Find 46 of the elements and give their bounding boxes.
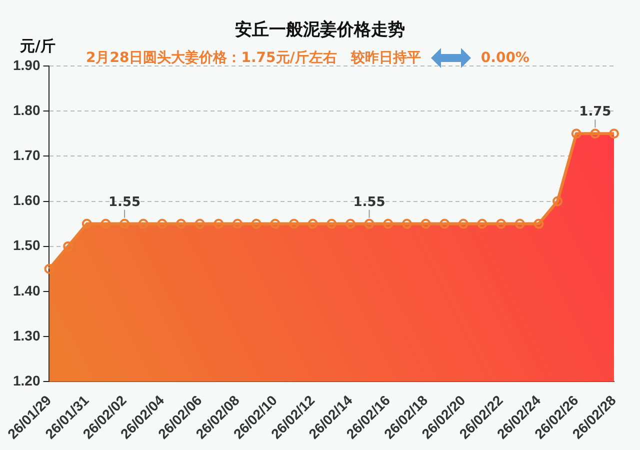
y-tick-label: 1.80 (13, 102, 40, 118)
point (534, 218, 544, 229)
point (308, 218, 318, 229)
point (270, 218, 280, 229)
point (138, 218, 148, 229)
point (402, 218, 412, 229)
point (44, 264, 54, 274)
point (590, 128, 600, 139)
y-tick-label: 1.40 (13, 282, 40, 298)
data-label: 1.55 (353, 194, 386, 210)
point (120, 218, 130, 229)
point (571, 128, 582, 139)
point (63, 241, 74, 252)
point (552, 196, 563, 206)
y-tick-label: 1.60 (13, 192, 40, 208)
y-tick-label: 1.90 (13, 56, 40, 73)
y-tick-label: 1.50 (13, 237, 40, 254)
point (251, 218, 262, 229)
y-tick-label: 1.20 (13, 372, 40, 388)
point (477, 218, 488, 229)
y-axis-title: 元/斤 (20, 37, 56, 56)
annotation: 0.00% (480, 50, 530, 66)
data-label: 1.55 (108, 194, 141, 210)
point (214, 218, 224, 229)
y-tick-label: 1.30 (13, 327, 40, 344)
point (458, 218, 468, 229)
point (288, 218, 299, 229)
chart-title: 安丘一般泥姜价格走势 (235, 20, 405, 40)
point (364, 218, 374, 229)
point (609, 128, 619, 139)
point (82, 218, 92, 229)
point (326, 218, 337, 229)
chart-subtitle: 2月28日圆头大姜价格：1.75元/斤左右 较昨日持平 (86, 49, 421, 67)
point (440, 218, 450, 229)
y-tick-label: 1.70 (13, 147, 40, 164)
point (157, 218, 168, 229)
point (420, 218, 431, 229)
point (345, 218, 356, 229)
point (383, 218, 394, 229)
point (496, 218, 506, 229)
point (514, 218, 525, 229)
point (232, 218, 242, 229)
point (176, 218, 186, 229)
point (100, 218, 111, 229)
data-label: 1.75 (579, 104, 612, 120)
point (194, 218, 205, 229)
